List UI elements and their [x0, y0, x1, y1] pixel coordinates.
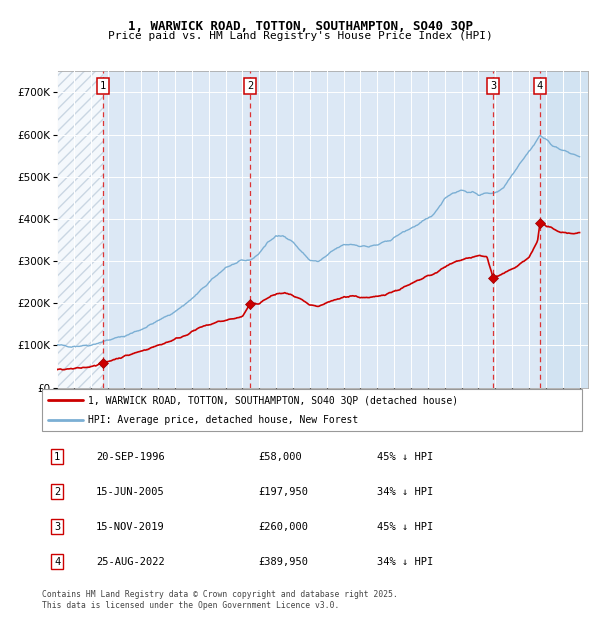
Text: 45% ↓ HPI: 45% ↓ HPI	[377, 452, 433, 462]
Text: 1: 1	[54, 452, 60, 462]
FancyBboxPatch shape	[42, 389, 582, 431]
Text: 34% ↓ HPI: 34% ↓ HPI	[377, 487, 433, 497]
Text: HPI: Average price, detached house, New Forest: HPI: Average price, detached house, New …	[88, 415, 358, 425]
Text: 2: 2	[247, 81, 253, 91]
Text: 2: 2	[54, 487, 60, 497]
Text: £389,950: £389,950	[258, 557, 308, 567]
Text: 1, WARWICK ROAD, TOTTON, SOUTHAMPTON, SO40 3QP (detached house): 1, WARWICK ROAD, TOTTON, SOUTHAMPTON, SO…	[88, 395, 458, 405]
Text: 1: 1	[100, 81, 106, 91]
Text: £260,000: £260,000	[258, 521, 308, 532]
Text: £197,950: £197,950	[258, 487, 308, 497]
Text: 34% ↓ HPI: 34% ↓ HPI	[377, 557, 433, 567]
Text: 45% ↓ HPI: 45% ↓ HPI	[377, 521, 433, 532]
Text: 25-AUG-2022: 25-AUG-2022	[96, 557, 165, 567]
Text: 20-SEP-1996: 20-SEP-1996	[96, 452, 165, 462]
Text: 15-NOV-2019: 15-NOV-2019	[96, 521, 165, 532]
Text: 15-JUN-2005: 15-JUN-2005	[96, 487, 165, 497]
Text: £58,000: £58,000	[258, 452, 302, 462]
Text: 4: 4	[537, 81, 543, 91]
Text: Price paid vs. HM Land Registry's House Price Index (HPI): Price paid vs. HM Land Registry's House …	[107, 31, 493, 41]
Text: 3: 3	[54, 521, 60, 532]
Text: Contains HM Land Registry data © Crown copyright and database right 2025.
This d: Contains HM Land Registry data © Crown c…	[42, 590, 398, 609]
Text: 1, WARWICK ROAD, TOTTON, SOUTHAMPTON, SO40 3QP: 1, WARWICK ROAD, TOTTON, SOUTHAMPTON, SO…	[128, 20, 473, 33]
Bar	[57, 71, 103, 388]
Text: 4: 4	[54, 557, 60, 567]
Bar	[57, 71, 103, 388]
Text: 3: 3	[490, 81, 496, 91]
Bar	[540, 71, 588, 388]
